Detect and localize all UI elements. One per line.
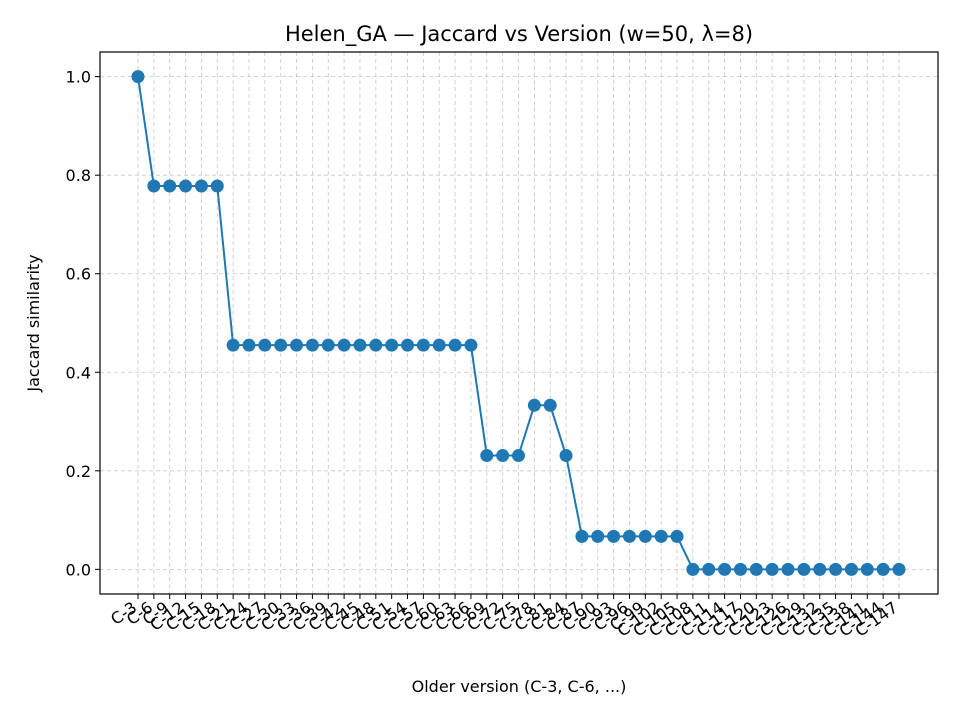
y-tick-label: 0.2: [66, 462, 91, 481]
data-point: [496, 449, 510, 463]
grid: [100, 52, 938, 594]
data-point: [464, 338, 478, 352]
y-axis: 0.0 0.2 0.4 0.6 0.8 1.0: [66, 68, 100, 579]
y-tick-label: 0.0: [66, 560, 91, 579]
data-point: [733, 562, 747, 576]
data-point: [876, 562, 890, 576]
data-point: [385, 338, 399, 352]
y-tick-label: 0.8: [66, 166, 91, 185]
data-point: [448, 338, 462, 352]
data-point: [416, 338, 430, 352]
data-point: [321, 338, 335, 352]
data-point: [892, 562, 906, 576]
data-point: [274, 338, 288, 352]
data-point: [242, 338, 256, 352]
data-point: [179, 179, 193, 193]
data-points: [131, 70, 906, 576]
data-point: [654, 529, 668, 543]
data-point: [860, 562, 874, 576]
y-tick-label: 0.4: [66, 363, 91, 382]
y-tick-label: 0.6: [66, 265, 91, 284]
data-point: [622, 529, 636, 543]
data-point: [527, 398, 541, 412]
data-point: [844, 562, 858, 576]
plot-frame: [99, 51, 939, 595]
data-point: [670, 529, 684, 543]
data-point: [163, 179, 177, 193]
data-point: [829, 562, 843, 576]
data-point: [337, 338, 351, 352]
data-point: [718, 562, 732, 576]
data-point: [607, 529, 621, 543]
y-axis-label: Jaccard similarity: [24, 254, 43, 392]
x-axis-label: Older version (C-3, C-6, ...): [412, 677, 627, 696]
data-point: [353, 338, 367, 352]
data-point: [290, 338, 304, 352]
data-point: [749, 562, 763, 576]
data-point: [813, 562, 827, 576]
data-point: [210, 179, 224, 193]
data-point: [305, 338, 319, 352]
data-point: [543, 398, 557, 412]
data-point: [575, 529, 589, 543]
data-point: [591, 529, 605, 543]
data-point: [512, 449, 525, 463]
data-point: [147, 179, 161, 193]
data-point: [797, 562, 811, 576]
data-point: [559, 449, 573, 463]
data-point: [702, 562, 716, 576]
data-point: [369, 338, 383, 352]
data-point: [686, 562, 700, 576]
data-point: [638, 529, 652, 543]
y-tick-label: 1.0: [66, 68, 91, 87]
data-point: [480, 449, 494, 463]
data-point: [401, 338, 415, 352]
data-point: [432, 338, 446, 352]
data-point: [781, 562, 795, 576]
data-point: [194, 179, 208, 193]
chart-title: Helen_GA — Jaccard vs Version (w=50, λ=8…: [285, 22, 753, 47]
data-point: [131, 70, 145, 84]
data-point: [765, 562, 779, 576]
data-point: [226, 338, 240, 352]
data-point: [258, 338, 272, 352]
x-axis: C-3C-6C-9C-12C-15C-18C-21C-24C-27C-30C-3…: [107, 594, 901, 641]
